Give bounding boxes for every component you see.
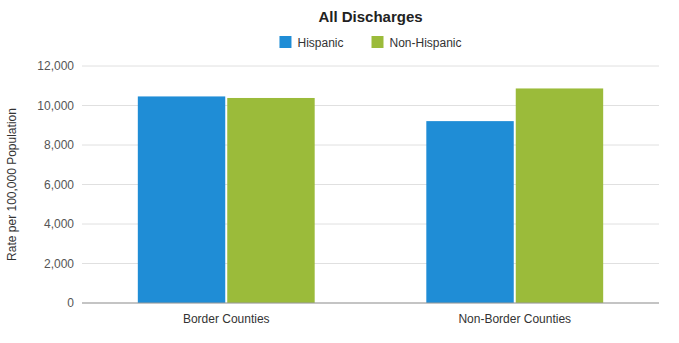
legend-swatch	[372, 36, 384, 48]
y-tick-label: 10,000	[37, 99, 74, 113]
legend-label: Non-Hispanic	[390, 36, 462, 50]
bar	[227, 98, 314, 303]
bar	[516, 88, 603, 303]
x-axis-line	[82, 303, 659, 304]
grid-line	[82, 66, 659, 67]
y-axis: 0 2,000 4,000 6,000 8,000 10,000 12,000	[37, 59, 659, 310]
legend-item: Non-Hispanic	[372, 36, 462, 50]
legend-label: Hispanic	[297, 36, 343, 50]
x-tick-label: Non-Border Counties	[458, 312, 571, 326]
legend: Hispanic Non-Hispanic	[279, 36, 461, 50]
legend-item: Hispanic	[279, 36, 343, 50]
y-tick-label: 12,000	[37, 59, 74, 73]
y-tick-label: 6,000	[44, 178, 74, 192]
x-tick-label: Border Counties	[183, 312, 270, 326]
bar	[426, 121, 513, 303]
grid-line	[82, 303, 659, 304]
chart-svg: All Discharges Hispanic Non-Hispanic 0 2,000…	[0, 0, 679, 343]
bars	[138, 88, 603, 303]
x-axis: Border Counties Non-Border Counties	[82, 303, 659, 326]
y-tick-label: 2,000	[44, 257, 74, 271]
legend-swatch	[279, 36, 291, 48]
y-axis-label: Rate per 100,000 Population	[5, 108, 19, 261]
y-tick-label: 4,000	[44, 217, 74, 231]
bar	[138, 96, 225, 303]
chart-container: All Discharges Hispanic Non-Hispanic 0 2,000…	[0, 0, 679, 343]
y-tick-label: 8,000	[44, 138, 74, 152]
title: All Discharges	[318, 8, 422, 25]
y-tick-label: 0	[67, 296, 74, 310]
